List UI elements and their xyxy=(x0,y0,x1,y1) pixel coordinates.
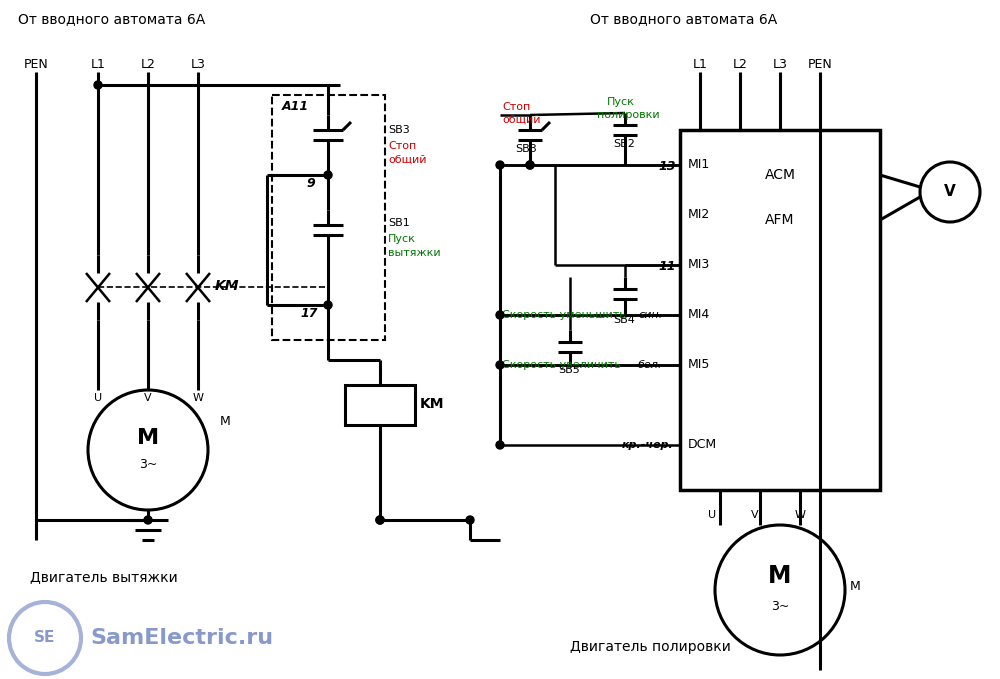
Text: V: V xyxy=(944,185,956,200)
Text: син.: син. xyxy=(638,310,662,320)
Text: 9: 9 xyxy=(306,177,315,190)
Text: U: U xyxy=(94,393,102,403)
Text: L1: L1 xyxy=(91,58,105,71)
Text: PEN: PEN xyxy=(24,58,48,71)
Circle shape xyxy=(526,161,534,169)
Text: Скорость увеличить: Скорость увеличить xyxy=(502,360,621,370)
Text: MI4: MI4 xyxy=(688,308,710,321)
Text: M: M xyxy=(137,428,159,448)
Circle shape xyxy=(496,311,504,319)
Text: бел.: бел. xyxy=(638,360,662,370)
Text: SB1: SB1 xyxy=(388,218,410,228)
Text: SB2: SB2 xyxy=(613,139,635,149)
Circle shape xyxy=(144,516,152,524)
Text: L2: L2 xyxy=(733,58,747,71)
Text: DCM: DCM xyxy=(688,439,717,452)
Text: KM: KM xyxy=(215,279,240,293)
Text: 17: 17 xyxy=(300,307,318,320)
Text: общий: общий xyxy=(502,115,540,125)
Bar xyxy=(272,95,385,340)
Text: L3: L3 xyxy=(773,58,787,71)
Circle shape xyxy=(496,161,504,169)
Circle shape xyxy=(466,516,474,524)
Text: вытяжки: вытяжки xyxy=(388,248,441,258)
Text: W: W xyxy=(192,393,204,403)
Text: M: M xyxy=(850,580,861,593)
Text: SB4: SB4 xyxy=(613,315,635,325)
Text: Пуск: Пуск xyxy=(607,97,635,107)
Text: MI5: MI5 xyxy=(688,359,710,371)
Text: L2: L2 xyxy=(141,58,155,71)
Text: SamElectric.ru: SamElectric.ru xyxy=(90,628,273,648)
Circle shape xyxy=(526,161,534,169)
Circle shape xyxy=(496,361,504,369)
Text: A11: A11 xyxy=(282,100,309,113)
Text: Стоп: Стоп xyxy=(388,141,416,151)
Text: 3~: 3~ xyxy=(139,458,157,471)
Text: MI2: MI2 xyxy=(688,208,710,221)
Text: Пуск: Пуск xyxy=(388,234,416,244)
Text: SB3: SB3 xyxy=(515,144,537,154)
Text: SB3: SB3 xyxy=(388,125,410,135)
Circle shape xyxy=(376,516,384,524)
Text: AFM: AFM xyxy=(765,213,795,227)
Circle shape xyxy=(324,171,332,179)
Circle shape xyxy=(94,81,102,89)
Text: L1: L1 xyxy=(693,58,707,71)
Circle shape xyxy=(324,301,332,309)
Bar xyxy=(345,385,415,425)
Text: Двигатель вытяжки: Двигатель вытяжки xyxy=(30,570,178,584)
Bar xyxy=(680,130,880,490)
Text: ACM: ACM xyxy=(765,168,796,182)
Text: Двигатель полировки: Двигатель полировки xyxy=(570,640,731,654)
Text: M: M xyxy=(768,564,792,588)
Text: 13: 13 xyxy=(658,160,676,173)
Text: U: U xyxy=(708,510,716,520)
Text: W: W xyxy=(794,510,806,520)
Text: От вводного автомата 6А: От вводного автомата 6А xyxy=(590,12,777,26)
Text: От вводного автомата 6А: От вводного автомата 6А xyxy=(18,12,205,26)
Text: Стоп: Стоп xyxy=(502,102,530,112)
Text: Скорость уменьшить: Скорость уменьшить xyxy=(502,310,626,320)
Text: V: V xyxy=(751,510,759,520)
Text: общий: общий xyxy=(388,155,426,165)
Text: MI1: MI1 xyxy=(688,158,710,172)
Text: SB5: SB5 xyxy=(558,365,580,375)
Text: SE: SE xyxy=(34,631,56,646)
Text: V: V xyxy=(144,393,152,403)
Text: полировки: полировки xyxy=(597,110,660,120)
Text: PEN: PEN xyxy=(808,58,832,71)
Text: 11: 11 xyxy=(658,260,676,273)
Circle shape xyxy=(496,441,504,449)
Circle shape xyxy=(376,516,384,524)
Text: MI3: MI3 xyxy=(688,259,710,272)
Text: кр.-чер.: кр.-чер. xyxy=(622,440,674,450)
Text: KM: KM xyxy=(420,397,444,411)
Text: M: M xyxy=(220,415,231,428)
Text: L3: L3 xyxy=(191,58,205,71)
Text: 3~: 3~ xyxy=(771,600,789,612)
